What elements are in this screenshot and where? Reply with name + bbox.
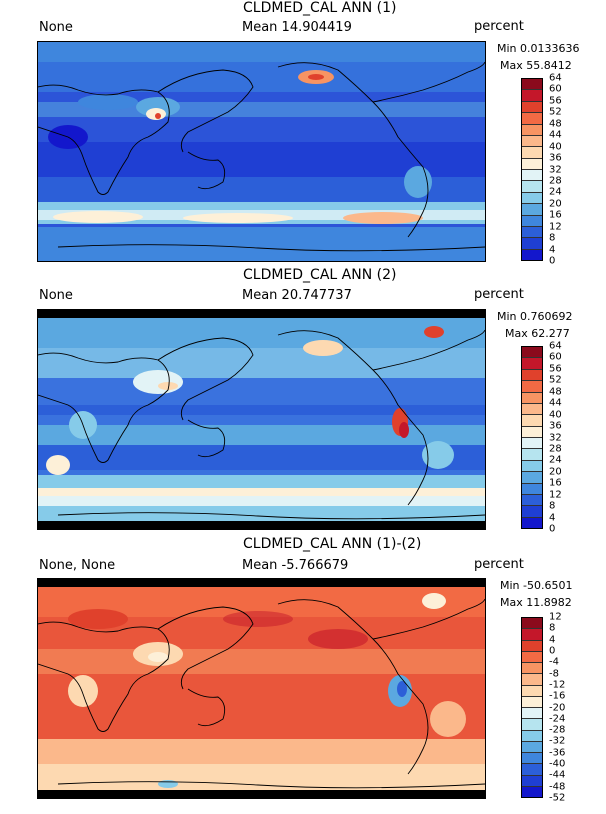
panel3-units: percent	[474, 557, 524, 572]
colorbar-tick: 0	[549, 645, 556, 657]
colorbar-tick: 36	[549, 152, 562, 164]
colorbar-tick: -12	[549, 679, 566, 691]
colorbar-tick: 52	[549, 106, 562, 118]
panel2-units: percent	[474, 287, 524, 302]
panel1-map	[37, 41, 486, 262]
colorbar-tick: 24	[549, 454, 562, 466]
colorbar-tick: 8	[549, 232, 556, 244]
colorbar-tick: 8	[549, 500, 556, 512]
colorbar-tick: 12	[549, 489, 562, 501]
panel2-map	[37, 309, 486, 530]
panel2-mean: Mean 20.747737	[242, 288, 352, 303]
colorbar-tick: 56	[549, 95, 562, 107]
colorbar-tick: 44	[549, 397, 562, 409]
panel1-mean: Mean 14.904419	[242, 20, 352, 35]
colorbar-tick: 32	[549, 432, 562, 443]
colorbar-tick: 28	[549, 443, 562, 455]
colorbar-tick: 60	[549, 351, 562, 363]
colorbar-tick: -40	[549, 758, 566, 770]
colorbar-tick: 36	[549, 420, 562, 432]
panel3-map	[37, 578, 486, 799]
colorbar-tick: -24	[549, 713, 566, 725]
colorbar-tick: 0	[549, 523, 556, 535]
colorbar-tick: -44	[549, 769, 566, 781]
colorbar-tick: 16	[549, 477, 562, 489]
colorbar-tick: 16	[549, 209, 562, 221]
colorbar-tick: 44	[549, 129, 562, 141]
panel3-mean: Mean -5.766679	[242, 558, 349, 573]
colorbar-tick: 64	[549, 72, 562, 84]
panel3-min: Min -50.6501	[500, 579, 573, 592]
colorbar-tick: 40	[549, 409, 562, 421]
colorbar-tick: 4	[549, 244, 556, 256]
colorbar-tick: 48	[549, 386, 562, 398]
colorbar-tick: 8	[549, 622, 556, 634]
panel3-left-label: None, None	[39, 558, 116, 573]
colorbar-tick: -52	[549, 792, 566, 804]
colorbar-tick: 64	[549, 340, 562, 352]
colorbar-tick: -36	[549, 747, 566, 759]
panel2-title: CLDMED_CAL ANN (2)	[243, 267, 397, 283]
colorbar-tick: -4	[549, 656, 559, 668]
panel1-colorbar-ticks: 64 60 56 52 48 44 40 36 32 28 24 20 16 1…	[549, 73, 589, 267]
colorbar-tick: 12	[549, 221, 562, 233]
colorbar-tick: 60	[549, 83, 562, 95]
colorbar-tick: 20	[549, 198, 562, 210]
panel2-colorbar	[521, 346, 543, 529]
colorbar-tick: 24	[549, 186, 562, 198]
colorbar-tick: -8	[549, 668, 559, 680]
colorbar-tick: -48	[549, 781, 566, 793]
colorbar-tick: 56	[549, 363, 562, 375]
colorbar-tick: 32	[549, 164, 562, 175]
colorbar-tick: -20	[549, 702, 566, 713]
panel3-colorbar-ticks: 12 8 4 0 -4 -8 -12 -16 -20 -24 -28 -32 -…	[549, 612, 589, 804]
panel1-title: CLDMED_CAL ANN (1)	[243, 0, 397, 16]
colorbar-tick: 20	[549, 466, 562, 478]
colorbar-tick: 28	[549, 175, 562, 187]
colorbar-tick: -28	[549, 724, 566, 736]
colorbar-tick: 52	[549, 374, 562, 386]
panel2-colorbar-ticks: 64 60 56 52 48 44 40 36 32 28 24 20 16 1…	[549, 341, 589, 535]
panel3-max: Max 11.8982	[500, 596, 572, 609]
colorbar-tick: 48	[549, 118, 562, 130]
panel1-colorbar	[521, 78, 543, 261]
panel2-min: Min 0.760692	[497, 310, 573, 323]
colorbar-tick: 4	[549, 512, 556, 524]
panel1-max: Max 55.8412	[500, 59, 572, 72]
colorbar-tick: -16	[549, 690, 566, 702]
panel3-colorbar	[521, 617, 543, 798]
colorbar-tick: 40	[549, 141, 562, 153]
panel3-title: CLDMED_CAL ANN (1)-(2)	[243, 536, 422, 552]
colorbar-tick: 0	[549, 255, 556, 267]
panel1-min: Min 0.0133636	[497, 42, 580, 55]
colorbar-tick: 4	[549, 634, 556, 646]
panel1-units: percent	[474, 19, 524, 34]
panel2-max: Max 62.277	[505, 327, 570, 340]
panel1-left-label: None	[39, 20, 73, 35]
colorbar-tick: -32	[549, 735, 566, 747]
colorbar-tick: 12	[549, 611, 562, 623]
panel2-left-label: None	[39, 288, 73, 303]
